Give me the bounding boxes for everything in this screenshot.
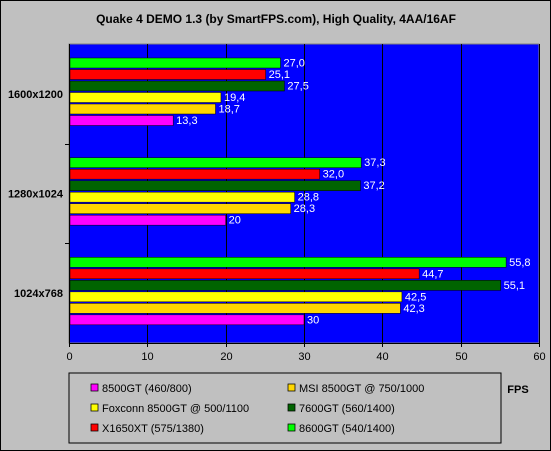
category-label: 1280x1024 [8, 189, 64, 201]
bar [69, 314, 305, 326]
plot-area: 0 10 20 30 40 50 60 1600x1200 27,025,127,5 19,418… [8, 43, 546, 363]
bar-value-label: 18,7 [218, 104, 239, 116]
x-tick-label: 10 [141, 351, 153, 363]
legend-swatch [287, 383, 296, 392]
category-label: 1600x1200 [8, 89, 63, 101]
x-tick-label: 20 [220, 351, 232, 363]
x-tick-label: 60 [533, 351, 545, 363]
bar-value-label: 28,3 [294, 203, 315, 215]
bar [69, 191, 295, 203]
legend-entry-label: 7600GT (560/1400) [299, 403, 395, 415]
x-axis-label: FPS [507, 384, 528, 396]
bar [69, 57, 281, 69]
legend-entry-label: 8500GT (460/800) [102, 383, 192, 395]
legend-entry-label: Foxconn 8500GT @ 500/1100 [102, 403, 249, 415]
bar-value-label: 27,5 [287, 81, 308, 93]
legend-swatch [90, 383, 99, 392]
bar-value-label: 42,5 [405, 291, 426, 303]
bar-value-label: 55,8 [509, 257, 530, 269]
bar [69, 168, 320, 180]
bar-value-label: 28,8 [298, 192, 319, 204]
bar [69, 80, 285, 92]
bar-value-label: 20 [229, 215, 241, 227]
bar-value-label: 30 [307, 314, 319, 326]
bar-value-label: 19,4 [224, 92, 245, 104]
legend-swatch [90, 403, 99, 412]
x-tick-label: 40 [376, 351, 388, 363]
bar-value-label: 25,1 [269, 69, 290, 81]
bar [69, 268, 420, 280]
legend-box [68, 372, 502, 444]
bar-value-label: 42,3 [403, 303, 424, 315]
bar [69, 92, 222, 103]
x-tick-label: 50 [455, 351, 467, 363]
legend: 8500GT (460/800) MSI 8500GT @ 750/1000 Fox… [68, 372, 502, 444]
bar-value-label: 55,1 [504, 280, 525, 292]
bar [69, 69, 266, 80]
bar-value-label: 37,3 [364, 157, 385, 169]
bar [69, 214, 226, 226]
bar [69, 280, 501, 291]
bar [69, 203, 291, 214]
bar-value-label: 13,3 [176, 115, 197, 127]
legend-swatch [90, 423, 99, 432]
bar-value-label: 27,0 [284, 58, 305, 70]
bar [69, 157, 362, 168]
bar [69, 257, 507, 268]
bar-value-label: 44,7 [422, 268, 443, 280]
bar [69, 180, 361, 191]
bar [69, 291, 403, 303]
x-tick-label: 0 [66, 351, 72, 363]
bar-value-label: 32,0 [323, 169, 344, 181]
category-label: 1024x768 [14, 288, 63, 300]
legend-entry-label: 8600GT (540/1400) [299, 423, 395, 435]
bar [69, 115, 174, 126]
legend-swatch [287, 403, 296, 412]
bar-value-label: 37,2 [363, 180, 384, 192]
x-tick-label: 30 [298, 351, 310, 363]
bar [69, 103, 216, 115]
legend-entry-label: MSI 8500GT @ 750/1000 [299, 383, 424, 395]
chart-title: Quake 4 DEMO 1.3 (by SmartFPS.com), High… [96, 12, 456, 26]
legend-entry-label: X1650XT (575/1380) [102, 423, 204, 435]
bar [69, 303, 401, 314]
legend-swatch [287, 423, 296, 432]
